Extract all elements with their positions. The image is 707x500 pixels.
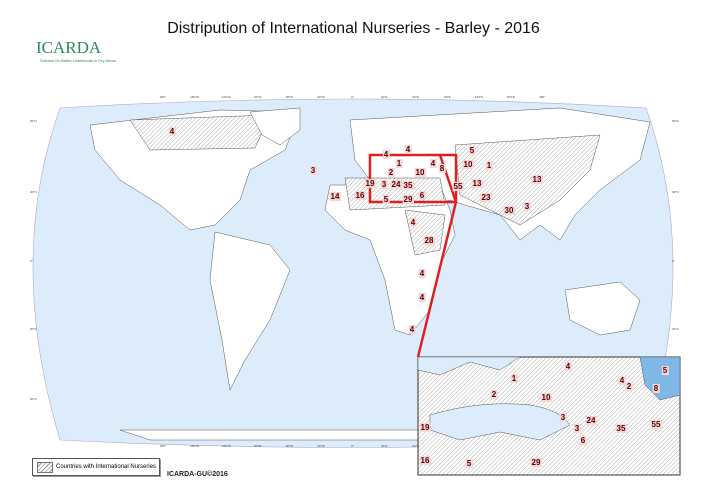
credit: ICARDA-GU©2016 — [167, 471, 228, 478]
count-label: 5 — [384, 195, 389, 204]
inset-count-label: 4 — [620, 376, 625, 385]
longitude-tick-top: 150°E — [506, 95, 514, 99]
count-label: 29 — [404, 195, 413, 204]
count-label: 1 — [397, 159, 402, 168]
inset-count-label: 55 — [652, 420, 661, 429]
latitude-tick-right: 30°N — [672, 190, 679, 194]
map-title: Distripution of International Nurseries … — [167, 20, 540, 37]
highlight-connector — [416, 201, 458, 358]
inset-count-label: 6 — [581, 436, 586, 445]
latitude-tick-left: 30°S — [30, 327, 37, 331]
inset-count-label: 24 — [587, 416, 596, 425]
longitude-tick-bottom: 90°W — [254, 444, 262, 448]
longitude-tick-bottom: 150°W — [190, 444, 199, 448]
longitude-tick-top: 180° — [539, 95, 546, 99]
longitude-tick-top: 90°W — [254, 95, 262, 99]
latitude-tick-right: 60°N — [672, 119, 679, 123]
longitude-tick-top: 0° — [351, 95, 355, 99]
icarda-logo: ICARDA Science for Better Livelihoods in … — [36, 38, 116, 63]
count-label: 10 — [464, 160, 473, 169]
longitude-tick-top: 30°W — [317, 95, 325, 99]
count-label: 23 — [482, 193, 491, 202]
longitude-tick-bottom: 60°E — [413, 444, 420, 448]
latitude-tick-left: 0° — [30, 259, 34, 263]
australia — [564, 281, 641, 336]
count-label: 3 — [311, 166, 316, 175]
count-label: 13 — [533, 175, 542, 184]
inset-count-label: 4 — [566, 362, 571, 371]
count-label: 16 — [356, 191, 365, 200]
inset-map — [417, 356, 681, 476]
count-label: 10 — [416, 168, 425, 177]
inset-count-label: 29 — [532, 458, 541, 467]
inset-count-label: 1 — [512, 374, 517, 383]
count-label: 4 — [431, 159, 436, 168]
count-label: 4 — [411, 218, 416, 227]
inset-count-label: 10 — [542, 393, 551, 402]
count-label: 4 — [384, 150, 389, 159]
inset-count-label: 16 — [421, 456, 430, 465]
longitude-tick-top: 120°W — [222, 95, 231, 99]
inset-count-label: 19 — [421, 423, 430, 432]
count-label: 6 — [420, 191, 425, 200]
latitude-tick-right: 30°S — [672, 327, 679, 331]
count-label: 4 — [420, 293, 425, 302]
latitude-tick-right: 0° — [672, 259, 676, 263]
latitude-tick-left: 30°N — [30, 190, 37, 194]
legend-label: Countries with International Nurseries — [56, 464, 157, 470]
longitude-tick-bottom: 60°W — [286, 444, 294, 448]
asia-hatched — [454, 134, 601, 226]
south-america — [209, 231, 291, 391]
longitude-tick-top: 180° — [160, 95, 167, 99]
inset-count-label: 35 — [617, 424, 626, 433]
count-label: 8 — [440, 164, 445, 173]
count-label: 5 — [470, 146, 475, 155]
longitude-tick-bottom: 120°W — [222, 444, 231, 448]
inset-count-label: 3 — [575, 424, 580, 433]
count-label: 55 — [454, 182, 463, 191]
longitude-tick-top: 60°W — [286, 95, 294, 99]
count-label: 30 — [505, 206, 514, 215]
greenland — [249, 107, 301, 146]
count-label: 2 — [389, 168, 394, 177]
count-label: 24 — [392, 180, 401, 189]
count-label: 19 — [366, 179, 375, 188]
longitude-tick-bottom: 0° — [351, 444, 355, 448]
inset-count-label: 3 — [561, 413, 566, 422]
inset-count-label: 5 — [467, 459, 472, 468]
longitude-tick-top: 90°E — [444, 95, 451, 99]
hatch-swatch-icon — [37, 461, 53, 473]
count-label: 13 — [473, 179, 482, 188]
inset-count-label: 2 — [627, 382, 632, 391]
count-label: 4 — [420, 269, 425, 278]
inset-count-label: 2 — [492, 390, 497, 399]
longitude-tick-top: 30°E — [381, 95, 388, 99]
count-label: 14 — [331, 192, 340, 201]
longitude-tick-bottom: 30°E — [381, 444, 388, 448]
count-label: 28 — [425, 236, 434, 245]
count-label: 4 — [406, 145, 411, 154]
count-label: 4 — [170, 127, 175, 136]
latitude-tick-left: 60°S — [30, 397, 37, 401]
map-legend: Countries with International Nurseries — [32, 458, 160, 476]
count-label: 35 — [404, 181, 413, 190]
count-label: 3 — [382, 180, 387, 189]
longitude-tick-top: 60°E — [413, 95, 420, 99]
canada-hatched — [129, 114, 271, 151]
inset-count-label: 5 — [663, 366, 668, 375]
count-label: 4 — [410, 325, 415, 334]
longitude-tick-top: 150°W — [190, 95, 199, 99]
count-label: 3 — [525, 202, 530, 211]
latitude-tick-left: 60°N — [30, 119, 37, 123]
longitude-tick-bottom: 30°W — [317, 444, 325, 448]
longitude-tick-top: 120°E — [475, 95, 483, 99]
inset-count-label: 8 — [654, 384, 659, 393]
count-label: 1 — [487, 161, 492, 170]
longitude-tick-bottom: 180° — [160, 444, 167, 448]
